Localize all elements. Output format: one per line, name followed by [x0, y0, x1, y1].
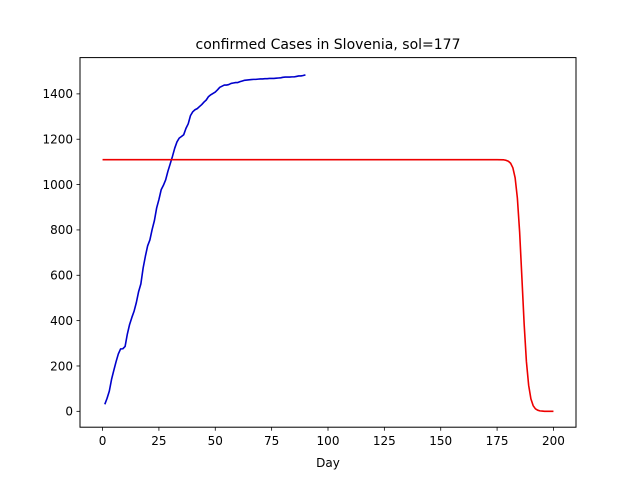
x-axis-ticks: 0 25 50 75 100 125 150 175 200: [99, 427, 565, 448]
x-tick-label: 0: [99, 434, 107, 448]
x-tick-label: 50: [208, 434, 223, 448]
y-tick-label: 0: [65, 405, 73, 419]
x-tick-label: 150: [429, 434, 452, 448]
y-tick-label: 800: [50, 223, 73, 237]
series-line-2: [102, 158, 554, 413]
x-tick-label: 100: [317, 434, 340, 448]
x-tick-label: 75: [264, 434, 279, 448]
series-line-1: [104, 74, 306, 405]
y-tick-label: 200: [50, 359, 73, 373]
chart-title: confirmed Cases in Slovenia, sol=177: [196, 37, 461, 53]
x-tick-label: 125: [373, 434, 396, 448]
y-tick-label: 1200: [42, 133, 73, 147]
series-layer: [102, 74, 554, 413]
x-tick-label: 25: [151, 434, 166, 448]
y-tick-label: 400: [50, 314, 73, 328]
y-tick-label: 1000: [42, 178, 73, 192]
y-tick-label: 600: [50, 269, 73, 283]
x-tick-label: 200: [542, 434, 565, 448]
x-tick-label: 175: [486, 434, 509, 448]
y-axis-ticks: 0 200 400 600 800 1000 1200 1400: [42, 87, 80, 419]
y-tick-label: 1400: [42, 87, 73, 101]
plot-area-frame: [79, 57, 577, 428]
x-axis-label: Day: [316, 456, 340, 470]
